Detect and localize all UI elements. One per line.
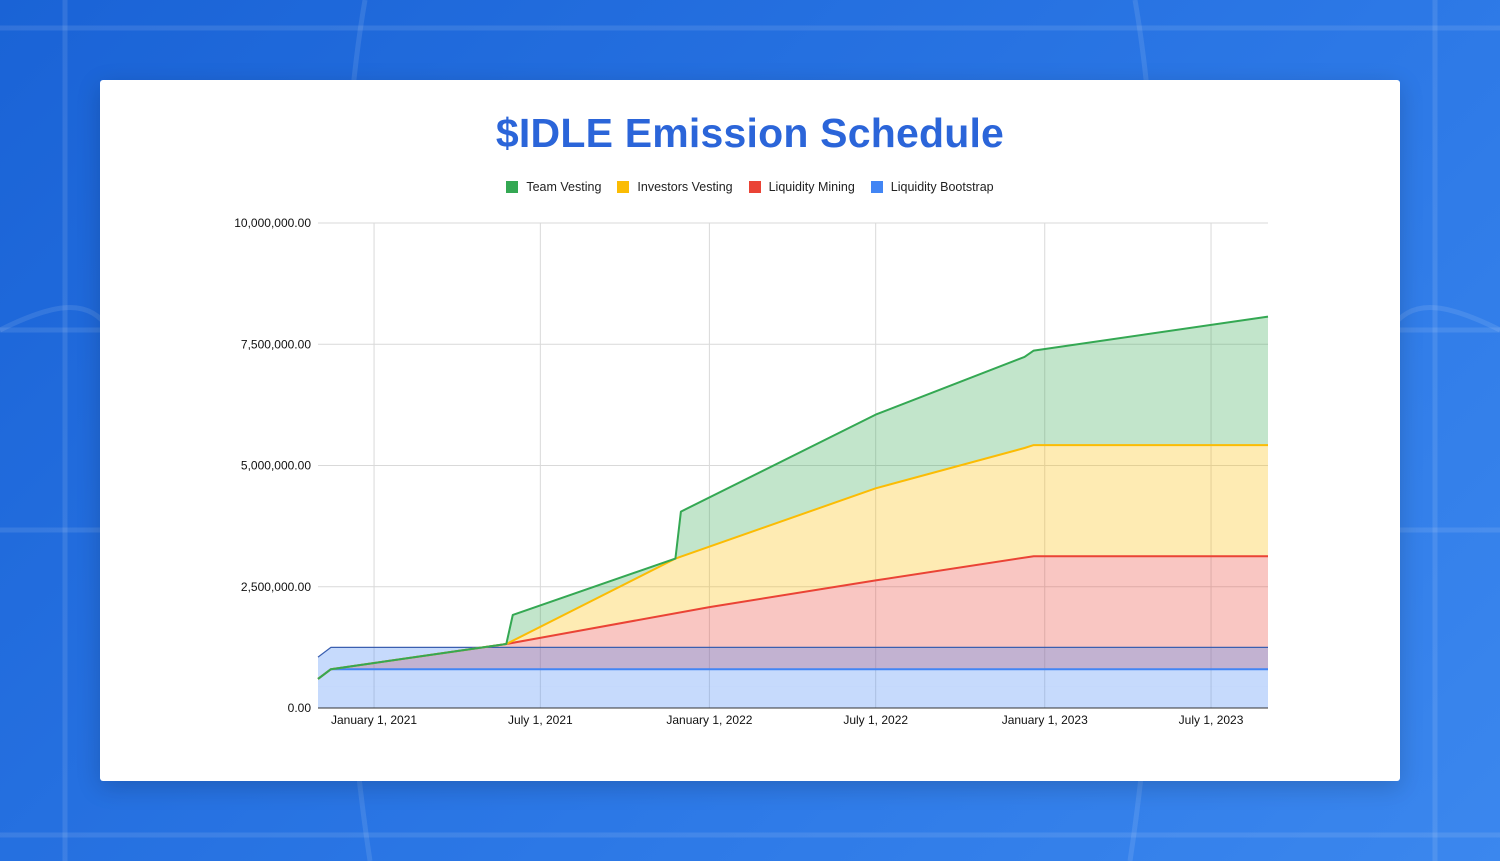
legend-swatch (617, 181, 630, 193)
line-team-vesting (317, 315, 1269, 680)
legend-item-liquidity-bootstrap[interactable]: Liquidity Bootstrap (870, 180, 994, 194)
x-tick-label: July 1, 2022 (843, 713, 908, 727)
x-tick-label: January 1, 2022 (666, 713, 752, 727)
legend-item-team-vesting[interactable]: Team Vesting (506, 180, 601, 194)
y-tick-label: 5,000,000.00 (241, 459, 311, 473)
y-tick-label: 7,500,000.00 (241, 337, 311, 351)
y-tick-label: 2,500,000.00 (241, 580, 311, 594)
area-liquidity-mining (318, 556, 1268, 679)
area-team-vesting (318, 316, 1268, 679)
chart-axes: 0.00 2,500,000.00 5,000,000.00 7,500,000.00… (234, 216, 1268, 727)
legend-swatch (870, 181, 883, 193)
chart-title: $IDLE Emission Schedule (495, 110, 1005, 156)
x-tick-label: January 1, 2021 (331, 713, 417, 727)
legend-item-liquidity-mining[interactable]: Liquidity Mining (748, 180, 855, 194)
legend-label: Investors Vesting (637, 180, 733, 194)
legend-swatch (506, 181, 519, 193)
legend-swatch (748, 181, 761, 193)
legend-item-investors-vesting[interactable]: Investors Vesting (617, 180, 733, 194)
chart-legend: Team Vesting Investors Vesting Liquidity… (100, 180, 1400, 194)
area-liquidity-bootstrap-base (318, 686, 1268, 708)
y-tick-label: 10,000,000.00 (234, 216, 311, 230)
emission-area-chart: 0.00 2,500,000.00 5,000,000.00 7,500,000.00… (234, 216, 1269, 727)
x-tick-label: July 1, 2023 (1179, 713, 1244, 727)
chart-areas (318, 316, 1268, 708)
x-tick-label: January 1, 2023 (1002, 713, 1088, 727)
chart-card: $IDLE Emission Schedule Team Vesting Inv… (100, 80, 1400, 781)
x-tick-label: July 1, 2021 (508, 713, 573, 727)
area-investors-vesting (318, 445, 1268, 679)
legend-label: Liquidity Mining (768, 180, 855, 194)
y-tick-label: 0.00 (288, 701, 312, 715)
line-liquidity-bootstrap-band (317, 646, 1268, 658)
legend-label: Team Vesting (526, 180, 602, 194)
area-liquidity-bootstrap-band (318, 647, 1268, 687)
chart-lines (317, 315, 1269, 680)
legend-label: Liquidity Bootstrap (890, 180, 994, 194)
